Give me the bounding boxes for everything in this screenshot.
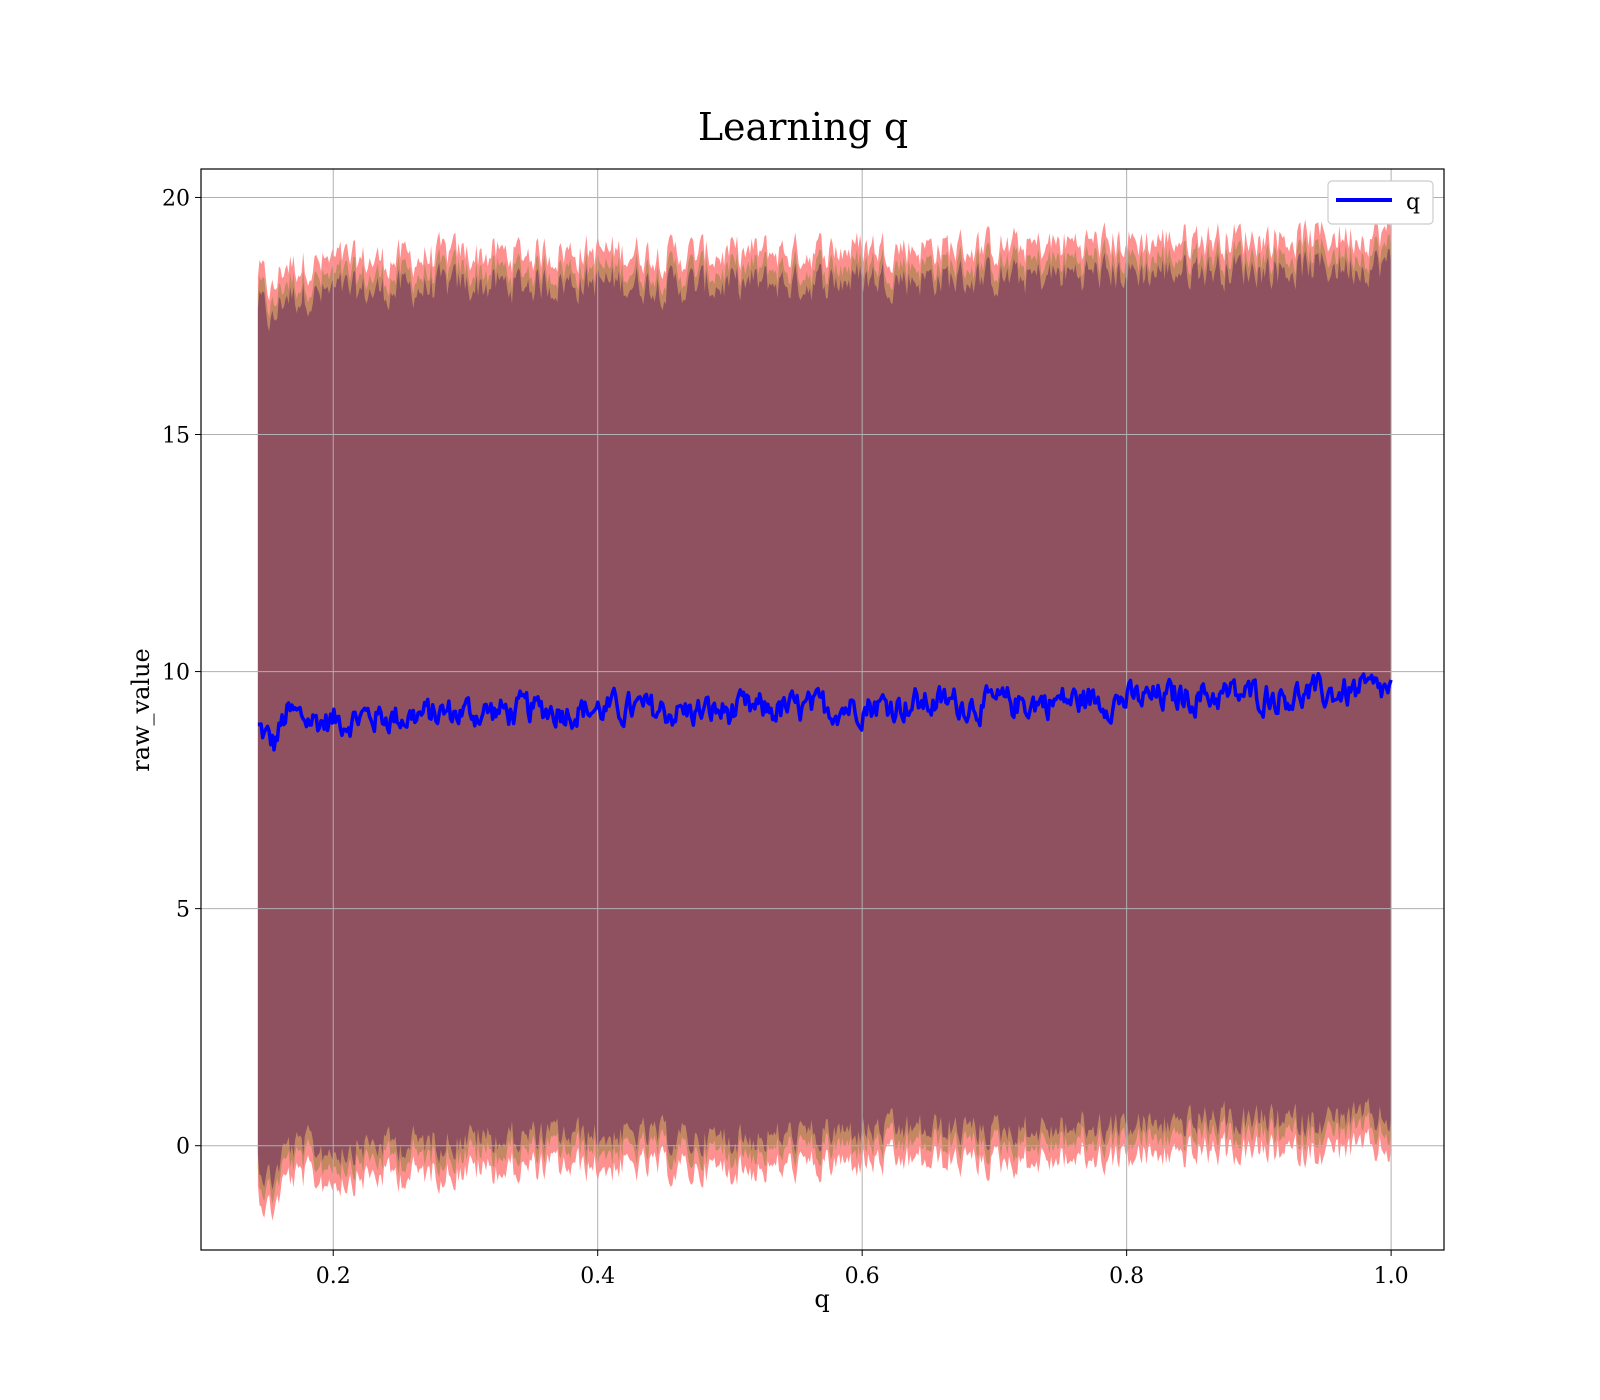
x-tick-label: 0.6 — [845, 1264, 880, 1289]
legend-box — [1327, 180, 1434, 225]
y-axis-ticks: 0 5 10 15 20 — [162, 186, 201, 1160]
y-tick-label: 20 — [162, 186, 190, 211]
y-tick-label: 10 — [162, 661, 190, 686]
gridlines — [201, 169, 1444, 1250]
series-line-q — [257, 671, 1393, 752]
uncertainty-bands — [257, 217, 1392, 1221]
x-tick-label: 1.0 — [1374, 1264, 1409, 1289]
x-tick-label: 0.2 — [316, 1264, 351, 1289]
x-axis-ticks: 0.2 0.4 0.6 0.8 1.0 — [316, 1250, 1409, 1289]
x-tick-label: 0.8 — [1109, 1264, 1144, 1289]
y-tick-label: 5 — [176, 898, 190, 923]
x-tick-label: 0.4 — [580, 1264, 615, 1289]
y-tick-label: 15 — [162, 424, 190, 449]
legend: q — [1327, 180, 1434, 225]
y-axis-label: raw_value — [127, 648, 155, 772]
series-lines — [257, 671, 1393, 752]
x-axis-label: q — [814, 1285, 829, 1313]
band-inner — [257, 248, 1392, 1190]
plot-area — [200, 168, 1445, 1251]
plot-frame — [200, 168, 1445, 1251]
legend-label-q: q — [1406, 190, 1420, 215]
chart-title: Learning q — [698, 105, 908, 149]
y-tick-label: 0 — [176, 1135, 190, 1160]
